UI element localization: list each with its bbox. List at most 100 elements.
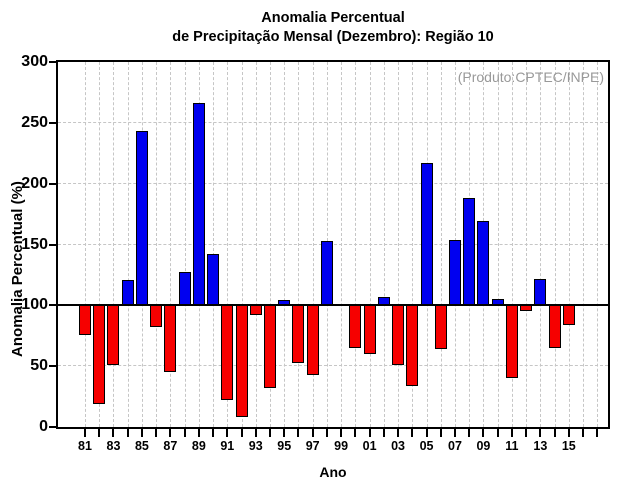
bar-2000 (349, 305, 362, 348)
bar-1981 (79, 305, 91, 335)
bar-2005 (420, 162, 433, 306)
x-tick (368, 429, 371, 437)
x-tick (240, 429, 243, 437)
y-tick (49, 243, 56, 246)
bar-2003 (392, 305, 405, 365)
x-tick (453, 429, 456, 437)
x-tick-label: 09 (476, 439, 491, 453)
bar-1998 (320, 240, 333, 306)
x-tick (425, 429, 428, 437)
bar-1992 (235, 305, 248, 418)
h-gridline (58, 182, 608, 184)
v-gridline (369, 62, 371, 427)
x-tick (212, 429, 215, 437)
x-tick (468, 429, 471, 437)
x-tick (553, 429, 556, 437)
x-tick-label: 07 (448, 439, 462, 453)
y-tick-label: 200 (21, 174, 48, 192)
bar-2009 (477, 221, 490, 306)
x-tick (354, 429, 357, 437)
v-gridline (298, 62, 300, 427)
x-tick (155, 429, 158, 437)
x-tick (382, 429, 385, 437)
y-tick-label: 100 (21, 296, 48, 314)
y-tick-label: 150 (21, 235, 48, 253)
x-tick (197, 429, 200, 437)
x-tick-label: 81 (78, 439, 92, 453)
x-tick (510, 429, 513, 437)
bar-1989 (192, 103, 205, 306)
x-tick-label: 13 (533, 439, 548, 453)
y-tick-label: 300 (21, 53, 48, 70)
v-gridline (583, 62, 585, 427)
x-tick (283, 429, 286, 437)
x-tick-label: 85 (134, 439, 149, 453)
bar-2013 (534, 278, 547, 306)
x-tick-label: 01 (362, 439, 377, 453)
chart-title: Anomalia Percentual de Precipitação Mens… (56, 9, 610, 46)
x-tick-label: 93 (248, 439, 263, 453)
v-gridline (227, 62, 229, 427)
bar-2004 (406, 305, 419, 386)
v-gridline (440, 62, 442, 427)
x-tick (268, 429, 271, 437)
y-tick-label: 50 (30, 357, 48, 375)
x-tick-label: 87 (163, 439, 178, 453)
x-tick (582, 429, 585, 437)
v-gridline (554, 62, 556, 427)
x-tick (525, 429, 528, 437)
x-tick-label: 05 (419, 439, 434, 453)
bar-1987 (164, 305, 177, 373)
h-gridline (58, 121, 608, 123)
v-gridline (383, 62, 385, 427)
bar-2006 (434, 305, 447, 350)
v-gridline (170, 62, 172, 427)
x-tick (311, 429, 314, 437)
x-tick (325, 429, 328, 437)
bar-2001 (363, 305, 376, 354)
y-tick (49, 365, 56, 368)
x-tick (254, 429, 257, 437)
x-tick (567, 429, 570, 437)
bar-1991 (221, 305, 234, 401)
x-axis-title: Ano (319, 464, 347, 480)
bar-1997 (306, 305, 319, 375)
bar-1985 (135, 131, 148, 306)
x-tick-label: 89 (191, 439, 206, 453)
v-gridline (526, 62, 528, 427)
v-gridline (511, 62, 513, 427)
x-tick-label: 99 (334, 439, 349, 453)
chart-title-line1: Anomalia Percentual (261, 10, 405, 26)
chart-title-line2: de Precipitação Mensal (Dezembro): Regiã… (172, 28, 494, 45)
bar-1994 (263, 305, 276, 389)
v-gridline (99, 62, 101, 427)
x-tick-label: 15 (561, 439, 576, 453)
v-gridline (85, 62, 86, 427)
v-gridline (568, 62, 570, 427)
v-gridline (540, 62, 542, 427)
y-tick-label: 0 (39, 418, 48, 435)
x-tick-label: 97 (305, 439, 320, 453)
bar-1988 (178, 272, 191, 306)
bar-2008 (463, 198, 476, 306)
v-gridline (341, 62, 343, 427)
x-tick-label: 95 (277, 439, 292, 453)
y-tick (49, 121, 56, 124)
bar-2011 (505, 305, 518, 379)
bar-2014 (548, 305, 561, 348)
x-tick-label: 11 (505, 439, 519, 453)
x-tick (340, 429, 343, 437)
x-tick (596, 429, 599, 437)
h-gridline (58, 243, 608, 245)
x-tick (397, 429, 400, 437)
y-tick-label: 250 (21, 113, 48, 131)
bar-1996 (292, 305, 305, 363)
x-tick (496, 429, 499, 437)
x-tick (439, 429, 442, 437)
product-annotation: (Produto:CPTEC/INPE) (457, 69, 604, 85)
v-gridline (184, 62, 186, 427)
x-tick (411, 429, 414, 437)
v-gridline (497, 62, 499, 427)
bar-2007 (448, 239, 461, 306)
